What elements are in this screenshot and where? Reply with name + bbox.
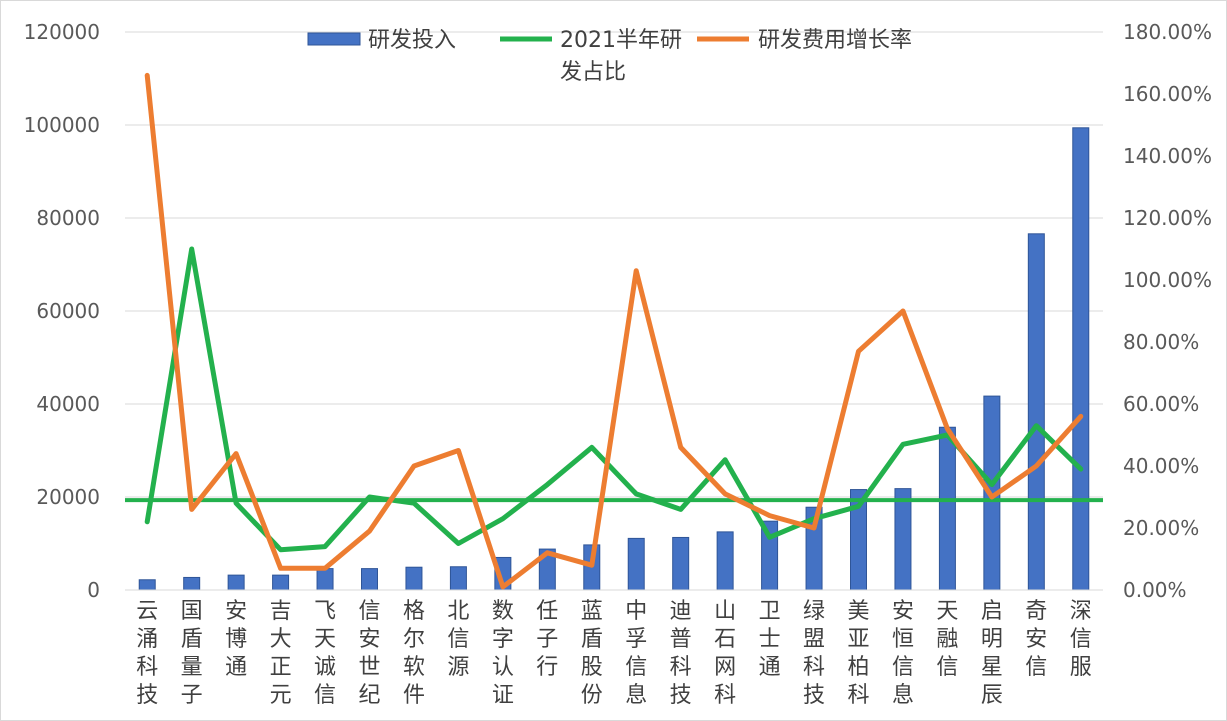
category-label: 美亚柏科 [847, 599, 869, 708]
bar [227, 574, 245, 591]
bar [938, 426, 956, 591]
category-label: 绿盟科技 [803, 599, 825, 708]
category-label: 数字认证 [492, 599, 514, 708]
bar [449, 566, 467, 591]
left-tick-label: 40000 [36, 392, 100, 416]
bar [716, 531, 734, 591]
bar [183, 576, 201, 591]
series-line [144, 72, 1084, 590]
category-label: 安恒信息 [892, 599, 914, 708]
bar [1027, 233, 1045, 591]
category-label: 中孚信息 [625, 599, 647, 708]
bar [361, 568, 378, 591]
category-label: 奇安信 [1025, 599, 1047, 680]
category-label: 吉大正元 [270, 599, 292, 708]
bar [405, 566, 423, 591]
right-tick-label: 140.00% [1123, 144, 1212, 168]
bar [316, 568, 334, 591]
bar [627, 537, 645, 591]
legend-label: 研发费用增长率 [758, 28, 912, 53]
bar [894, 488, 912, 591]
right-tick-label: 0.00% [1123, 578, 1187, 602]
category-label: 迪普科技 [670, 599, 692, 708]
category-label: 安博通 [225, 599, 247, 680]
category-label: 启明星辰 [981, 599, 1003, 708]
right-tick-label: 60.00% [1123, 392, 1199, 416]
category-label: 山石网科 [714, 599, 736, 708]
category-label: 任子行 [536, 599, 558, 680]
bar [138, 579, 156, 591]
right-tick-label: 20.00% [1123, 516, 1199, 540]
category-label: 云涌科技 [136, 599, 158, 708]
right-tick-label: 100.00% [1123, 268, 1212, 292]
left-tick-label: 120000 [24, 20, 100, 44]
bar [672, 536, 690, 591]
left-tick-label: 20000 [36, 485, 100, 509]
right-tick-label: 180.00% [1123, 20, 1212, 44]
legend-label: 2021半年研发占比 [560, 28, 682, 85]
left-tick-label: 0 [87, 578, 100, 602]
category-label: 深信服 [1070, 599, 1092, 680]
category-label: 卫士通 [759, 599, 781, 680]
category-label: 格尔软件 [403, 599, 425, 708]
left-tick-label: 80000 [36, 206, 100, 230]
left-tick-label: 100000 [24, 113, 100, 137]
category-label: 天融信 [936, 599, 958, 680]
category-label: 蓝盾股份 [581, 599, 603, 708]
right-tick-label: 160.00% [1123, 82, 1212, 106]
category-label: 北信源 [447, 599, 469, 680]
left-tick-label: 60000 [36, 299, 100, 323]
right-tick-label: 120.00% [1123, 206, 1212, 230]
category-label: 信安世纪 [358, 599, 380, 708]
legend-swatch-bar [307, 32, 361, 46]
right-tick-label: 40.00% [1123, 454, 1199, 478]
legend-label: 研发投入 [368, 28, 456, 53]
bar [1072, 127, 1090, 591]
right-tick-label: 80.00% [1123, 330, 1199, 354]
category-label: 飞天诚信 [314, 599, 336, 708]
bar [272, 574, 290, 591]
series-line [144, 246, 1084, 553]
category-label: 国盾量子 [181, 599, 203, 708]
